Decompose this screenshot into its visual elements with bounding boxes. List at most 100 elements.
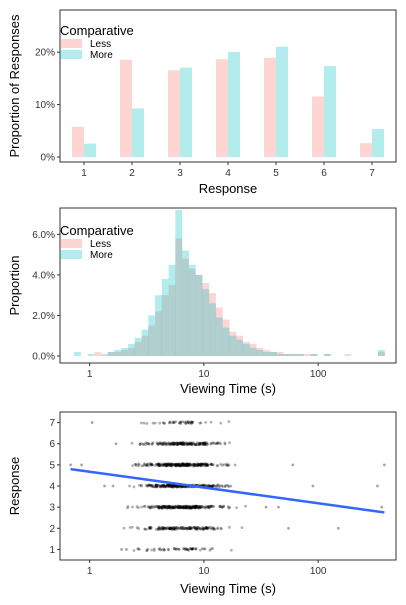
scatter-point bbox=[211, 463, 215, 467]
scatter-point bbox=[184, 506, 188, 510]
scatter-point bbox=[192, 505, 195, 509]
scatter-point bbox=[198, 421, 202, 425]
scatter-point bbox=[173, 527, 177, 531]
scatter-point bbox=[168, 463, 171, 467]
scatter-point bbox=[178, 506, 182, 509]
hist-bar-more bbox=[296, 353, 304, 356]
scatter-point bbox=[170, 463, 174, 467]
scatter-point bbox=[190, 506, 194, 510]
scatter-point bbox=[196, 441, 199, 445]
scatter-point bbox=[201, 527, 205, 531]
scatter-point bbox=[187, 506, 190, 510]
scatter-point bbox=[151, 485, 154, 488]
scatter-point bbox=[161, 483, 165, 487]
scatter-point bbox=[197, 505, 200, 509]
scatter-point bbox=[205, 526, 208, 530]
scatter-point bbox=[170, 484, 174, 488]
scatter-point bbox=[132, 549, 136, 552]
scatter-point bbox=[213, 527, 217, 531]
scatter-point bbox=[179, 504, 183, 508]
scatter-point bbox=[197, 462, 200, 466]
bar-less-5 bbox=[264, 57, 276, 158]
scatter-point bbox=[190, 506, 194, 510]
scatter-point bbox=[160, 506, 164, 510]
scatter-point bbox=[157, 463, 161, 467]
scatter-point bbox=[197, 442, 201, 446]
scatter-point bbox=[204, 505, 208, 509]
scatter-point bbox=[163, 442, 167, 446]
scatter-point bbox=[171, 442, 175, 446]
scatter-point bbox=[185, 505, 189, 509]
scatter-point bbox=[180, 527, 184, 531]
scatter-point bbox=[180, 462, 184, 466]
scatter-point bbox=[204, 463, 208, 466]
response-scatter-panel: 1 2 3 4 5 6 7 1 10 100 Viewing Time (s) Response bbox=[7, 411, 397, 596]
scatter-point bbox=[189, 505, 193, 509]
scatter-point bbox=[187, 421, 191, 425]
scatter-point bbox=[169, 463, 173, 467]
scatter-point bbox=[205, 464, 209, 467]
scatter-point bbox=[188, 506, 192, 510]
scatter-point bbox=[211, 547, 214, 550]
scatter-point bbox=[179, 420, 183, 424]
scatter-point bbox=[190, 442, 194, 446]
scatter-point bbox=[216, 464, 220, 467]
scatter-point bbox=[205, 463, 209, 467]
scatter-point bbox=[170, 506, 174, 510]
scatter-point bbox=[227, 420, 231, 424]
scatter-point bbox=[181, 505, 185, 509]
scatter-point bbox=[175, 443, 178, 446]
scatter-point bbox=[199, 464, 203, 468]
scatter-point bbox=[205, 463, 209, 466]
hist-bar-less bbox=[134, 341, 142, 356]
scatter-point bbox=[178, 484, 182, 488]
scatter-point bbox=[159, 484, 163, 488]
scatter-point bbox=[181, 463, 185, 467]
scatter-point bbox=[157, 526, 161, 530]
scatter-point bbox=[142, 464, 145, 468]
scatter-point bbox=[200, 462, 204, 466]
scatter-point bbox=[174, 420, 178, 424]
scatter-point bbox=[186, 506, 189, 510]
scatter-point bbox=[187, 442, 191, 446]
scatter-point bbox=[151, 463, 154, 467]
scatter-point bbox=[201, 462, 205, 466]
scatter-point bbox=[194, 504, 198, 508]
scatter-point bbox=[226, 484, 230, 488]
scatter-point bbox=[171, 484, 174, 488]
scatter-point bbox=[167, 483, 171, 487]
scatter-point bbox=[194, 443, 197, 447]
scatter-point bbox=[170, 463, 174, 467]
scatter-point bbox=[155, 441, 159, 445]
scatter-point bbox=[173, 463, 176, 467]
scatter-point bbox=[186, 505, 190, 509]
scatter-point bbox=[177, 505, 181, 509]
scatter-point bbox=[197, 462, 201, 466]
scatter-point bbox=[182, 504, 186, 508]
scatter-point bbox=[202, 483, 206, 487]
scatter-point bbox=[200, 504, 204, 508]
scatter-point bbox=[188, 504, 192, 508]
scatter-point bbox=[187, 442, 191, 446]
scatter-point bbox=[167, 548, 171, 552]
scatter-point bbox=[202, 442, 206, 446]
y-tick-label: 4 bbox=[49, 482, 55, 493]
scatter-point bbox=[195, 505, 198, 508]
scatter-point bbox=[175, 527, 179, 531]
scatter-point bbox=[208, 526, 211, 529]
scatter-point bbox=[178, 484, 182, 488]
scatter-point bbox=[174, 463, 178, 467]
scatter-point bbox=[146, 484, 149, 488]
scatter-point bbox=[161, 527, 165, 531]
scatter-point bbox=[202, 441, 206, 445]
scatter-point bbox=[180, 506, 183, 510]
scatter-point bbox=[139, 441, 143, 445]
scatter-point bbox=[168, 506, 172, 510]
scatter-point bbox=[190, 463, 194, 466]
x-tick-label: 2 bbox=[129, 168, 135, 179]
scatter-point bbox=[160, 526, 164, 530]
scatter-point bbox=[135, 526, 139, 529]
scatter-point bbox=[160, 506, 163, 509]
scatter-point bbox=[208, 483, 211, 487]
scatter-point bbox=[167, 505, 171, 509]
